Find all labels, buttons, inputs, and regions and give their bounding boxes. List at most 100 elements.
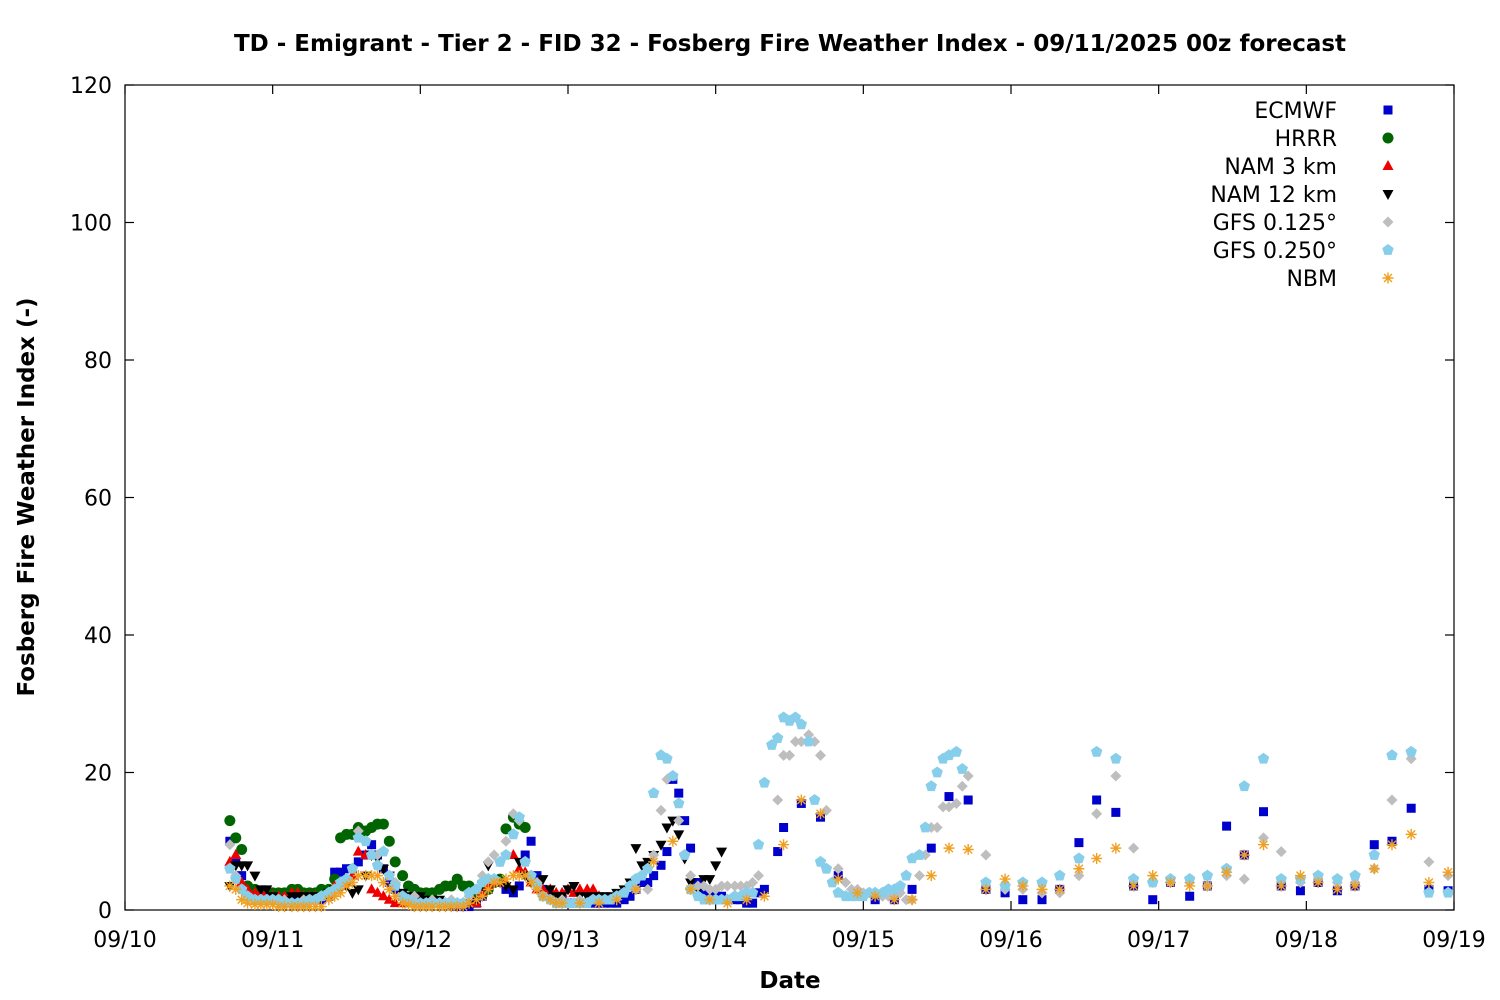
data-point <box>346 877 358 888</box>
data-point <box>383 893 395 904</box>
y-tick-label: 60 <box>84 487 112 512</box>
legend-label: GFS 0.250° <box>1213 239 1337 264</box>
legend: ECMWF HRRR NAM 3 km NAM 12 km GFS 0.125° GFS … <box>1210 99 1394 292</box>
data-point <box>261 885 273 896</box>
data-point <box>298 901 310 913</box>
data-point <box>224 815 236 827</box>
data-point <box>574 897 586 909</box>
legend-marker <box>1382 244 1394 255</box>
data-point <box>377 818 389 830</box>
data-point <box>383 869 396 881</box>
data-point <box>778 839 790 851</box>
data-point <box>1036 883 1048 895</box>
data-point <box>655 840 667 851</box>
data-point <box>519 822 531 833</box>
data-point <box>956 780 968 792</box>
data-point <box>286 901 298 913</box>
data-point <box>649 871 659 881</box>
data-point <box>292 901 304 913</box>
data-point <box>1386 749 1398 761</box>
x-axis: 09/10 09/11 09/12 09/13 09/14 09/15 09/16 09/17… <box>93 85 1486 953</box>
data-point <box>1312 877 1324 888</box>
y-axis: 0 20 40 60 80 100 120 <box>70 74 1454 924</box>
data-point <box>1369 840 1379 850</box>
data-point <box>360 870 372 882</box>
data-point <box>1184 880 1196 892</box>
data-point <box>236 894 248 906</box>
data-point <box>352 870 364 882</box>
data-point <box>309 901 321 913</box>
data-point <box>352 825 364 837</box>
data-point <box>704 894 716 906</box>
data-point <box>1018 895 1028 905</box>
data-point <box>1127 873 1140 884</box>
data-point <box>1183 873 1196 884</box>
data-point <box>520 850 530 860</box>
data-point <box>1275 880 1287 892</box>
x-axis-label: Date <box>759 968 820 994</box>
data-point <box>366 883 378 894</box>
data-point <box>1110 752 1122 764</box>
data-point <box>1259 807 1269 817</box>
data-point <box>729 880 741 892</box>
data-point <box>685 870 697 882</box>
data-point <box>341 880 352 892</box>
data-point <box>315 901 327 913</box>
data-point <box>587 883 599 894</box>
data-point <box>556 897 568 909</box>
data-point <box>359 835 372 847</box>
data-point <box>500 835 512 847</box>
data-point <box>389 856 401 868</box>
data-point <box>340 873 353 884</box>
data-point <box>832 873 844 885</box>
data-point <box>514 881 524 891</box>
data-point <box>647 787 660 798</box>
data-point <box>655 804 667 816</box>
data-point <box>1423 877 1435 888</box>
plot-frame <box>124 84 1455 911</box>
data-point <box>377 877 389 888</box>
data-point <box>1295 886 1305 896</box>
legend-label: NAM 12 km <box>1210 183 1337 208</box>
data-point <box>507 828 520 840</box>
data-point <box>1201 880 1213 892</box>
data-point <box>544 885 556 896</box>
data-point <box>544 894 556 906</box>
data-point <box>678 849 691 860</box>
data-point <box>237 871 247 881</box>
data-point <box>673 830 685 841</box>
data-point <box>803 729 815 741</box>
data-point <box>377 845 390 857</box>
data-point <box>674 788 684 798</box>
data-point <box>980 876 992 888</box>
data-point <box>999 873 1011 885</box>
data-point <box>574 883 586 894</box>
data-point <box>735 880 747 892</box>
y-tick-label: 100 <box>70 212 112 237</box>
data-point <box>531 883 543 895</box>
data-point <box>1164 877 1176 888</box>
x-tick-label: 09/15 <box>832 928 895 953</box>
data-point <box>789 711 802 723</box>
data-point <box>1312 869 1324 881</box>
data-point <box>323 894 335 906</box>
data-point <box>758 776 771 788</box>
data-point <box>721 880 733 892</box>
data-point <box>950 745 963 757</box>
data-point <box>802 735 815 747</box>
data-point <box>1331 873 1344 884</box>
data-point <box>532 871 542 881</box>
y-tick-label: 40 <box>84 624 112 649</box>
data-point <box>1238 873 1250 885</box>
data-point <box>894 879 906 891</box>
data-point <box>346 862 359 874</box>
data-point <box>667 835 679 847</box>
data-point <box>686 843 696 853</box>
data-point <box>919 821 932 833</box>
data-point <box>778 749 790 761</box>
data-point <box>673 797 685 809</box>
data-point <box>389 890 401 902</box>
data-point <box>980 883 992 895</box>
data-point <box>537 890 549 902</box>
